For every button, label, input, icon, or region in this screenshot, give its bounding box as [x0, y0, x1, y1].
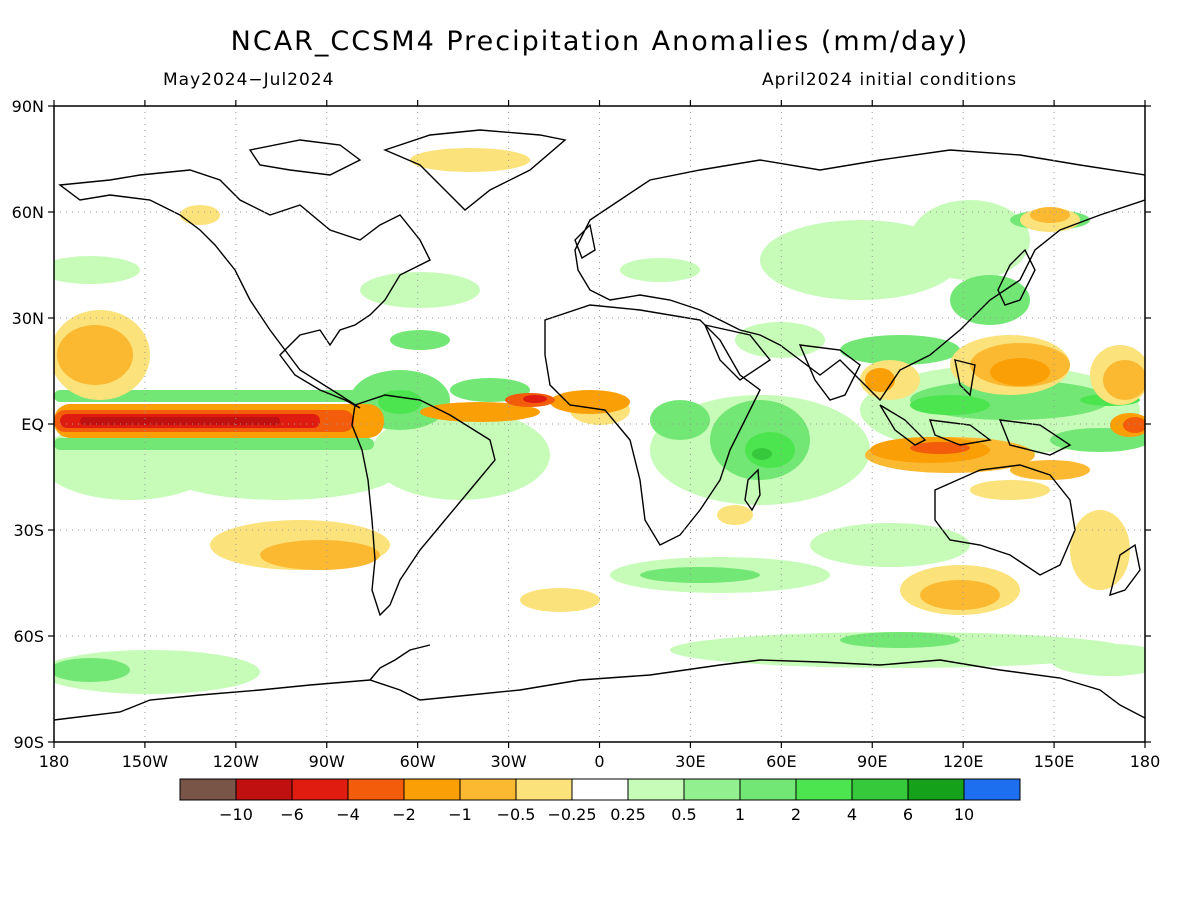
legend-colorbar: −10 −6 −4 −2 −1 −0.5 −0.25 0.25 0.5 1 2 4 6 10 [179, 778, 1021, 824]
lon-tick-label: 120W [213, 752, 260, 771]
coastlines [54, 129, 1145, 721]
lon-tick-label: 60W [400, 752, 436, 771]
lon-tick-label: 150E [1034, 752, 1075, 771]
legend-swatch [683, 778, 741, 801]
orange-patches [57, 207, 1145, 610]
lat-tick-label: 60N [12, 203, 44, 222]
graticule [54, 106, 1145, 742]
lon-tick-label: 90W [309, 752, 345, 771]
legend-label: 4 [847, 805, 857, 824]
legend-label: 2 [791, 805, 801, 824]
legend-swatch [403, 778, 461, 801]
legend-label: −6 [280, 805, 304, 824]
legend-swatch [347, 778, 405, 801]
legend-label: 0.5 [671, 805, 696, 824]
lon-tick-label: 120E [943, 752, 984, 771]
map-title: NCAR_CCSM4 Precipitation Anomalies (mm/d… [230, 26, 970, 57]
dark-red-patches [80, 417, 280, 425]
legend-swatch [739, 778, 797, 801]
legend-label: −2 [392, 805, 416, 824]
lon-tick-label: 150W [122, 752, 169, 771]
legend-label: 0.25 [610, 805, 646, 824]
lat-tick-label: 30S [13, 521, 44, 540]
anomaly-field [54, 148, 1145, 694]
legend-swatch [851, 778, 909, 801]
lon-tick-label: 90E [857, 752, 887, 771]
legend-label: 1 [735, 805, 745, 824]
lon-tick-label: 30E [675, 752, 705, 771]
legend-swatch [907, 778, 965, 801]
legend-swatch [963, 778, 1021, 801]
initial-conditions: April2024 initial conditions [762, 70, 1018, 90]
legend-swatch [179, 778, 237, 801]
lat-tick-label: 30N [12, 309, 44, 328]
legend-label: −0.5 [497, 805, 536, 824]
legend-swatch [571, 778, 629, 801]
lon-tick-label: 180 [39, 752, 70, 771]
legend-label: −10 [219, 805, 253, 824]
legend-label: −0.25 [547, 805, 596, 824]
lon-tick-label: 180 [1130, 752, 1161, 771]
lon-tick-label: 60E [766, 752, 796, 771]
lat-tick-label: 90S [13, 733, 44, 752]
lon-tick-label: 30W [490, 752, 526, 771]
legend-swatch [795, 778, 853, 801]
legend-swatch [515, 778, 573, 801]
legend-swatch [627, 778, 685, 801]
lat-tick-label: 90N [12, 97, 44, 116]
lat-tick-label: 60S [13, 627, 44, 646]
legend-swatch [235, 778, 293, 801]
legend-label: 6 [903, 805, 913, 824]
dark-green-patches [752, 448, 772, 460]
legend-swatch [459, 778, 517, 801]
legend-label: 10 [954, 805, 974, 824]
lat-tick-label: EQ [21, 415, 44, 434]
lon-tick-label: 0 [594, 752, 604, 771]
legend-label: −4 [336, 805, 360, 824]
legend-swatch [291, 778, 349, 801]
legend-label: −1 [448, 805, 472, 824]
forecast-period: May2024−Jul2024 [163, 70, 335, 90]
